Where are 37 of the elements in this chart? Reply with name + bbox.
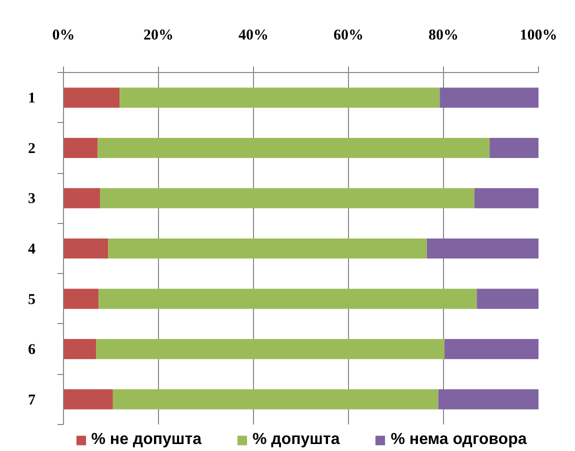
x-tick-label: 100% xyxy=(520,28,558,44)
bar xyxy=(112,389,438,410)
x-tick-label: 20% xyxy=(144,28,174,44)
bar xyxy=(98,138,490,158)
y-tick-label: 5 xyxy=(28,292,36,308)
x-tick-label: 40% xyxy=(238,28,268,44)
legend-label: % нема одговора xyxy=(390,430,527,448)
x-tick-label: 0% xyxy=(52,28,75,44)
y-tick-label: 7 xyxy=(28,392,36,408)
legend-label: % не допушта xyxy=(91,430,202,448)
bar xyxy=(64,339,96,360)
bar xyxy=(426,238,538,259)
bar xyxy=(96,339,444,360)
bar xyxy=(64,88,120,108)
bar xyxy=(64,238,108,259)
bar xyxy=(438,389,538,410)
y-tick-label: 2 xyxy=(28,140,36,157)
y-tick-label: 4 xyxy=(28,242,36,258)
y-tick-label: 6 xyxy=(28,342,36,358)
bar xyxy=(120,88,440,108)
bar xyxy=(64,138,98,158)
bar xyxy=(98,288,477,309)
bar xyxy=(474,188,538,208)
bar xyxy=(490,138,538,158)
bar xyxy=(64,188,100,208)
y-tick-label: 1 xyxy=(28,90,36,107)
legend-label: % допушта xyxy=(252,430,340,448)
bar xyxy=(440,88,538,108)
x-tick-label: 60% xyxy=(334,28,364,44)
bar xyxy=(444,339,538,360)
bar xyxy=(476,288,538,309)
bar xyxy=(64,389,113,410)
bar xyxy=(64,288,99,309)
bar xyxy=(100,188,474,208)
bar xyxy=(108,238,427,259)
y-tick-label: 3 xyxy=(28,191,36,208)
x-tick-label: 80% xyxy=(428,28,458,44)
